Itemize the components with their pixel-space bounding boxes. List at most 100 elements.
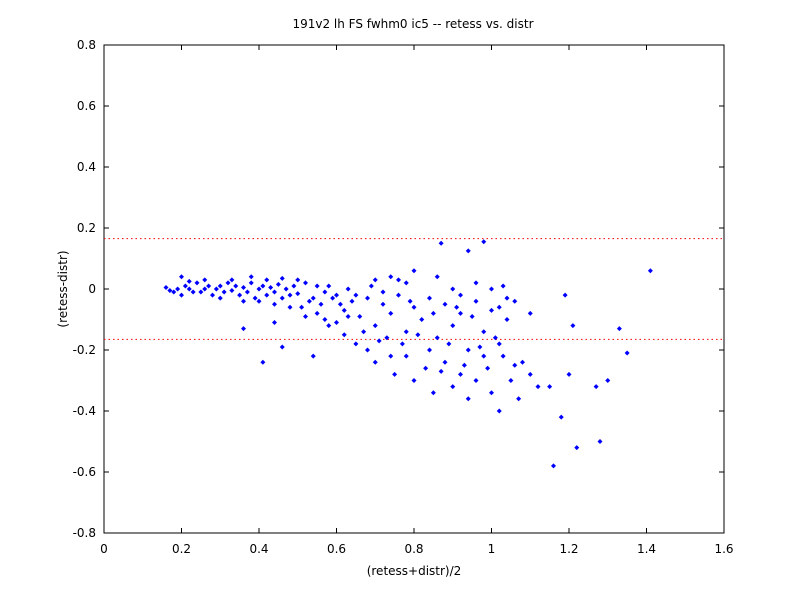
data-point <box>229 277 235 283</box>
data-point <box>388 274 394 280</box>
data-point <box>473 378 479 383</box>
y-tick-label: 0 <box>88 282 96 296</box>
data-point <box>306 298 312 304</box>
data-point <box>349 298 355 304</box>
x-tick-label: 0.8 <box>404 542 423 556</box>
data-point <box>489 286 494 292</box>
data-point <box>179 292 184 298</box>
y-tick-label: -0.2 <box>73 343 96 357</box>
data-point <box>574 445 580 451</box>
data-point <box>268 284 274 290</box>
data-point <box>430 390 436 396</box>
data-point <box>303 313 308 319</box>
data-point <box>551 463 556 469</box>
data-point <box>485 365 491 371</box>
data-point <box>442 301 448 307</box>
data-point <box>450 384 456 390</box>
data-point <box>372 359 378 365</box>
data-point <box>597 439 603 444</box>
data-point <box>272 320 277 326</box>
data-point <box>186 278 192 284</box>
data-point <box>341 307 347 313</box>
data-point <box>368 283 374 289</box>
y-tick-label: -0.8 <box>73 526 96 540</box>
data-point <box>527 371 533 377</box>
data-point <box>372 323 378 329</box>
data-point <box>237 292 243 298</box>
data-point <box>446 341 452 347</box>
data-point <box>186 286 192 292</box>
data-point <box>411 268 417 274</box>
data-point <box>496 341 502 347</box>
data-point <box>256 298 262 304</box>
data-point <box>465 396 471 402</box>
data-point <box>558 414 564 420</box>
data-point <box>241 298 246 304</box>
y-tick-label: -0.4 <box>73 404 96 418</box>
data-point <box>295 277 301 283</box>
data-point <box>547 384 553 390</box>
x-tick-label: 1.4 <box>637 542 656 556</box>
data-point <box>272 301 277 307</box>
data-point <box>171 289 177 295</box>
data-point <box>434 335 440 341</box>
data-point <box>438 240 444 246</box>
data-point <box>279 344 285 350</box>
data-points <box>163 239 653 469</box>
data-point <box>430 310 436 316</box>
data-point <box>415 332 421 338</box>
y-tick-label: 0.6 <box>77 99 96 113</box>
data-point <box>504 295 510 301</box>
x-tick-label: 0 <box>100 542 108 556</box>
data-point <box>241 284 246 290</box>
data-point <box>489 307 494 313</box>
data-point <box>287 304 293 310</box>
data-point <box>241 326 246 332</box>
data-point <box>190 289 196 295</box>
data-point <box>283 286 289 292</box>
data-point <box>399 341 405 347</box>
data-point <box>481 329 487 335</box>
data-point <box>411 304 417 310</box>
data-point <box>616 326 622 332</box>
data-point <box>217 283 223 289</box>
data-point <box>500 353 506 359</box>
x-tick-label: 0.6 <box>327 542 346 556</box>
data-point <box>458 310 463 316</box>
data-point <box>516 396 522 402</box>
data-point <box>396 277 401 283</box>
data-point <box>206 283 212 289</box>
data-point <box>314 283 320 289</box>
data-point <box>458 292 463 298</box>
data-point <box>314 310 320 316</box>
data-point <box>396 292 401 298</box>
data-point <box>496 408 502 414</box>
data-point <box>272 289 277 295</box>
data-point <box>310 353 316 359</box>
data-point <box>182 283 188 289</box>
x-tick-label: 1.6 <box>714 542 733 556</box>
data-point <box>427 295 432 301</box>
data-point <box>221 289 227 295</box>
data-point <box>434 274 440 280</box>
data-point <box>380 301 386 307</box>
data-point <box>380 289 386 295</box>
data-point <box>442 359 448 365</box>
data-point <box>260 359 266 365</box>
data-point <box>365 295 370 301</box>
data-point <box>570 323 576 329</box>
data-point <box>365 347 370 353</box>
data-point <box>508 378 514 383</box>
data-point <box>229 288 235 294</box>
y-tick-label: 0.8 <box>77 38 96 52</box>
data-point <box>423 365 429 371</box>
data-point <box>217 295 223 301</box>
data-point <box>496 304 502 310</box>
data-point <box>330 295 336 301</box>
data-point <box>535 384 541 390</box>
data-point <box>194 280 200 286</box>
data-point <box>334 292 339 298</box>
data-point <box>492 335 498 341</box>
y-tick-label: 0.2 <box>77 221 96 235</box>
